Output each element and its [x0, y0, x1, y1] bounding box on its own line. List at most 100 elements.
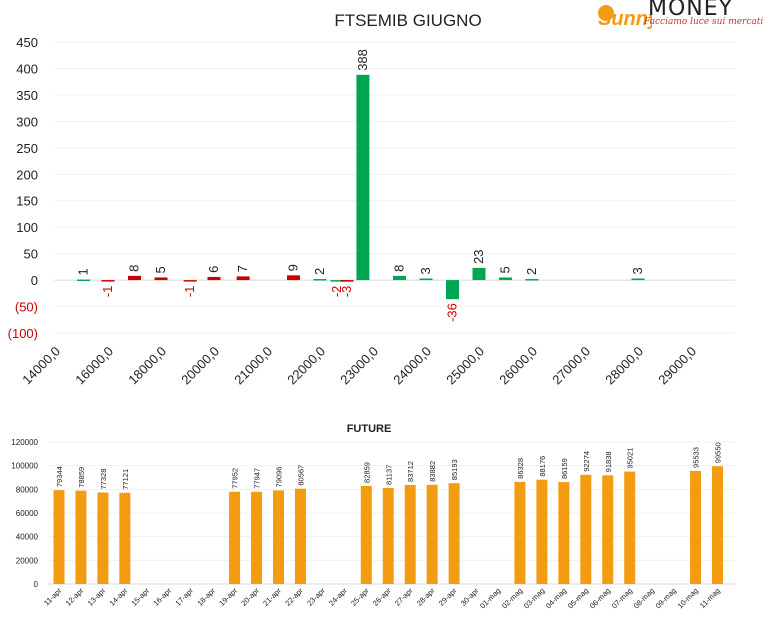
bar — [360, 485, 372, 584]
data-label: 86159 — [560, 458, 569, 479]
x-tick-label: 14-apr — [108, 586, 130, 608]
data-label: 8 — [127, 265, 142, 272]
data-label: -3 — [339, 286, 354, 298]
bar — [77, 279, 91, 282]
y-tick-label: 20000 — [16, 556, 39, 565]
x-tick-label: 11-apr — [42, 586, 64, 608]
data-label: 6 — [206, 266, 221, 273]
chart-title: FUTURE — [347, 423, 392, 435]
bar — [712, 466, 723, 584]
data-label: 95021 — [626, 448, 635, 469]
bar — [251, 491, 263, 584]
x-tick-label: 21000,0 — [231, 344, 275, 388]
x-tick-label: 08-mag — [632, 586, 656, 610]
data-label: 82859 — [362, 462, 371, 483]
bar — [294, 488, 306, 584]
y-tick-label: 150 — [16, 194, 38, 209]
y-axis-ticks: 120000 100000 80000 60000 40000 20000 0 — [11, 438, 38, 589]
x-tick-label: 04-mag — [544, 586, 568, 610]
x-tick-label: 23000,0 — [337, 344, 381, 388]
x-tick-label: 07-mag — [610, 586, 634, 610]
data-label: 77121 — [121, 469, 130, 490]
logo-tagline: Facciamo luce sui mercati — [644, 17, 764, 27]
bar — [404, 484, 416, 584]
x-tick-label: 15-apr — [130, 586, 152, 608]
data-label: 5 — [498, 266, 513, 273]
sun-icon — [598, 5, 614, 21]
bar — [101, 280, 115, 282]
bar — [525, 279, 539, 281]
data-label: 81137 — [384, 465, 393, 485]
x-tick-label: 13-apr — [86, 586, 108, 608]
data-label: 9 — [286, 264, 301, 271]
bar — [236, 276, 250, 281]
data-label: -1 — [100, 286, 115, 298]
y-tick-label: 0 — [34, 580, 39, 589]
bar — [690, 470, 702, 584]
x-tick-label: 11-mag — [698, 586, 722, 610]
bar — [514, 481, 526, 584]
bar — [426, 484, 438, 584]
x-tick-label: 02-mag — [500, 586, 524, 610]
x-tick-label: 27000,0 — [549, 344, 593, 388]
x-tick-label: 26-apr — [371, 586, 393, 608]
bar — [313, 279, 327, 281]
bar — [340, 280, 354, 282]
x-tick-label: 12-apr — [64, 586, 86, 608]
bar — [419, 278, 433, 281]
bar — [558, 482, 570, 584]
bar — [631, 278, 645, 281]
data-label: -1 — [182, 286, 197, 298]
y-tick-label: 250 — [16, 141, 38, 156]
y-tick-label: 80000 — [16, 485, 39, 494]
bar — [97, 492, 109, 584]
data-label: 3 — [630, 267, 645, 274]
x-tick-label: 21-apr — [261, 586, 283, 608]
y-tick-label: 350 — [16, 88, 38, 103]
x-tick-label: 10-mag — [676, 586, 700, 610]
x-tick-label: 05-mag — [566, 586, 590, 610]
bar — [448, 483, 460, 584]
chart-gridlines — [54, 41, 735, 334]
x-tick-label: 29000,0 — [655, 344, 699, 388]
x-tick-label: 19-apr — [217, 586, 239, 608]
bar — [393, 275, 406, 281]
x-tick-label: 16-apr — [151, 586, 173, 608]
data-label: 79096 — [275, 467, 284, 488]
x-tick-label: 18000,0 — [125, 344, 169, 388]
x-tick-label: 27-apr — [393, 586, 415, 608]
chart-title: FTSEMIB GIUGNO — [334, 11, 481, 30]
y-tick-label: 60000 — [16, 509, 39, 518]
bar — [273, 490, 284, 584]
x-tick-label: 18-apr — [195, 586, 217, 608]
bar — [128, 275, 141, 281]
data-label: 3 — [418, 267, 433, 274]
bar — [624, 471, 636, 584]
x-tick-label: 24-apr — [327, 586, 349, 608]
bars: 79344 78859 77328 77121 77952 77947 79096 80567… — [53, 442, 723, 584]
x-tick-label: 17-apr — [173, 586, 195, 608]
data-label: -2 — [329, 286, 344, 298]
data-label: 85193 — [450, 459, 459, 480]
bar — [119, 492, 131, 584]
bar — [207, 276, 221, 281]
data-label: 2 — [524, 268, 539, 275]
bar — [75, 490, 87, 584]
data-label: 77328 — [99, 469, 108, 490]
x-tick-label: 22-apr — [283, 586, 305, 608]
data-label: 78859 — [77, 467, 86, 488]
data-label: 95533 — [692, 447, 701, 468]
data-label: 23 — [471, 249, 486, 263]
data-label: 83882 — [428, 461, 437, 482]
y-tick-label: 450 — [16, 35, 38, 50]
data-label: 91838 — [604, 451, 613, 472]
future-chart: FUTURE 120000 100000 80000 60000 40000 20000 0… — [11, 423, 735, 610]
y-tick-label: (50) — [15, 300, 38, 315]
x-tick-label: 16000,0 — [72, 344, 116, 388]
bar — [382, 487, 394, 584]
sunny-logo-mark: Sunny — [598, 5, 652, 30]
data-label: 2 — [312, 268, 327, 275]
y-tick-label: 120000 — [11, 438, 38, 447]
data-label: 5 — [153, 266, 168, 273]
